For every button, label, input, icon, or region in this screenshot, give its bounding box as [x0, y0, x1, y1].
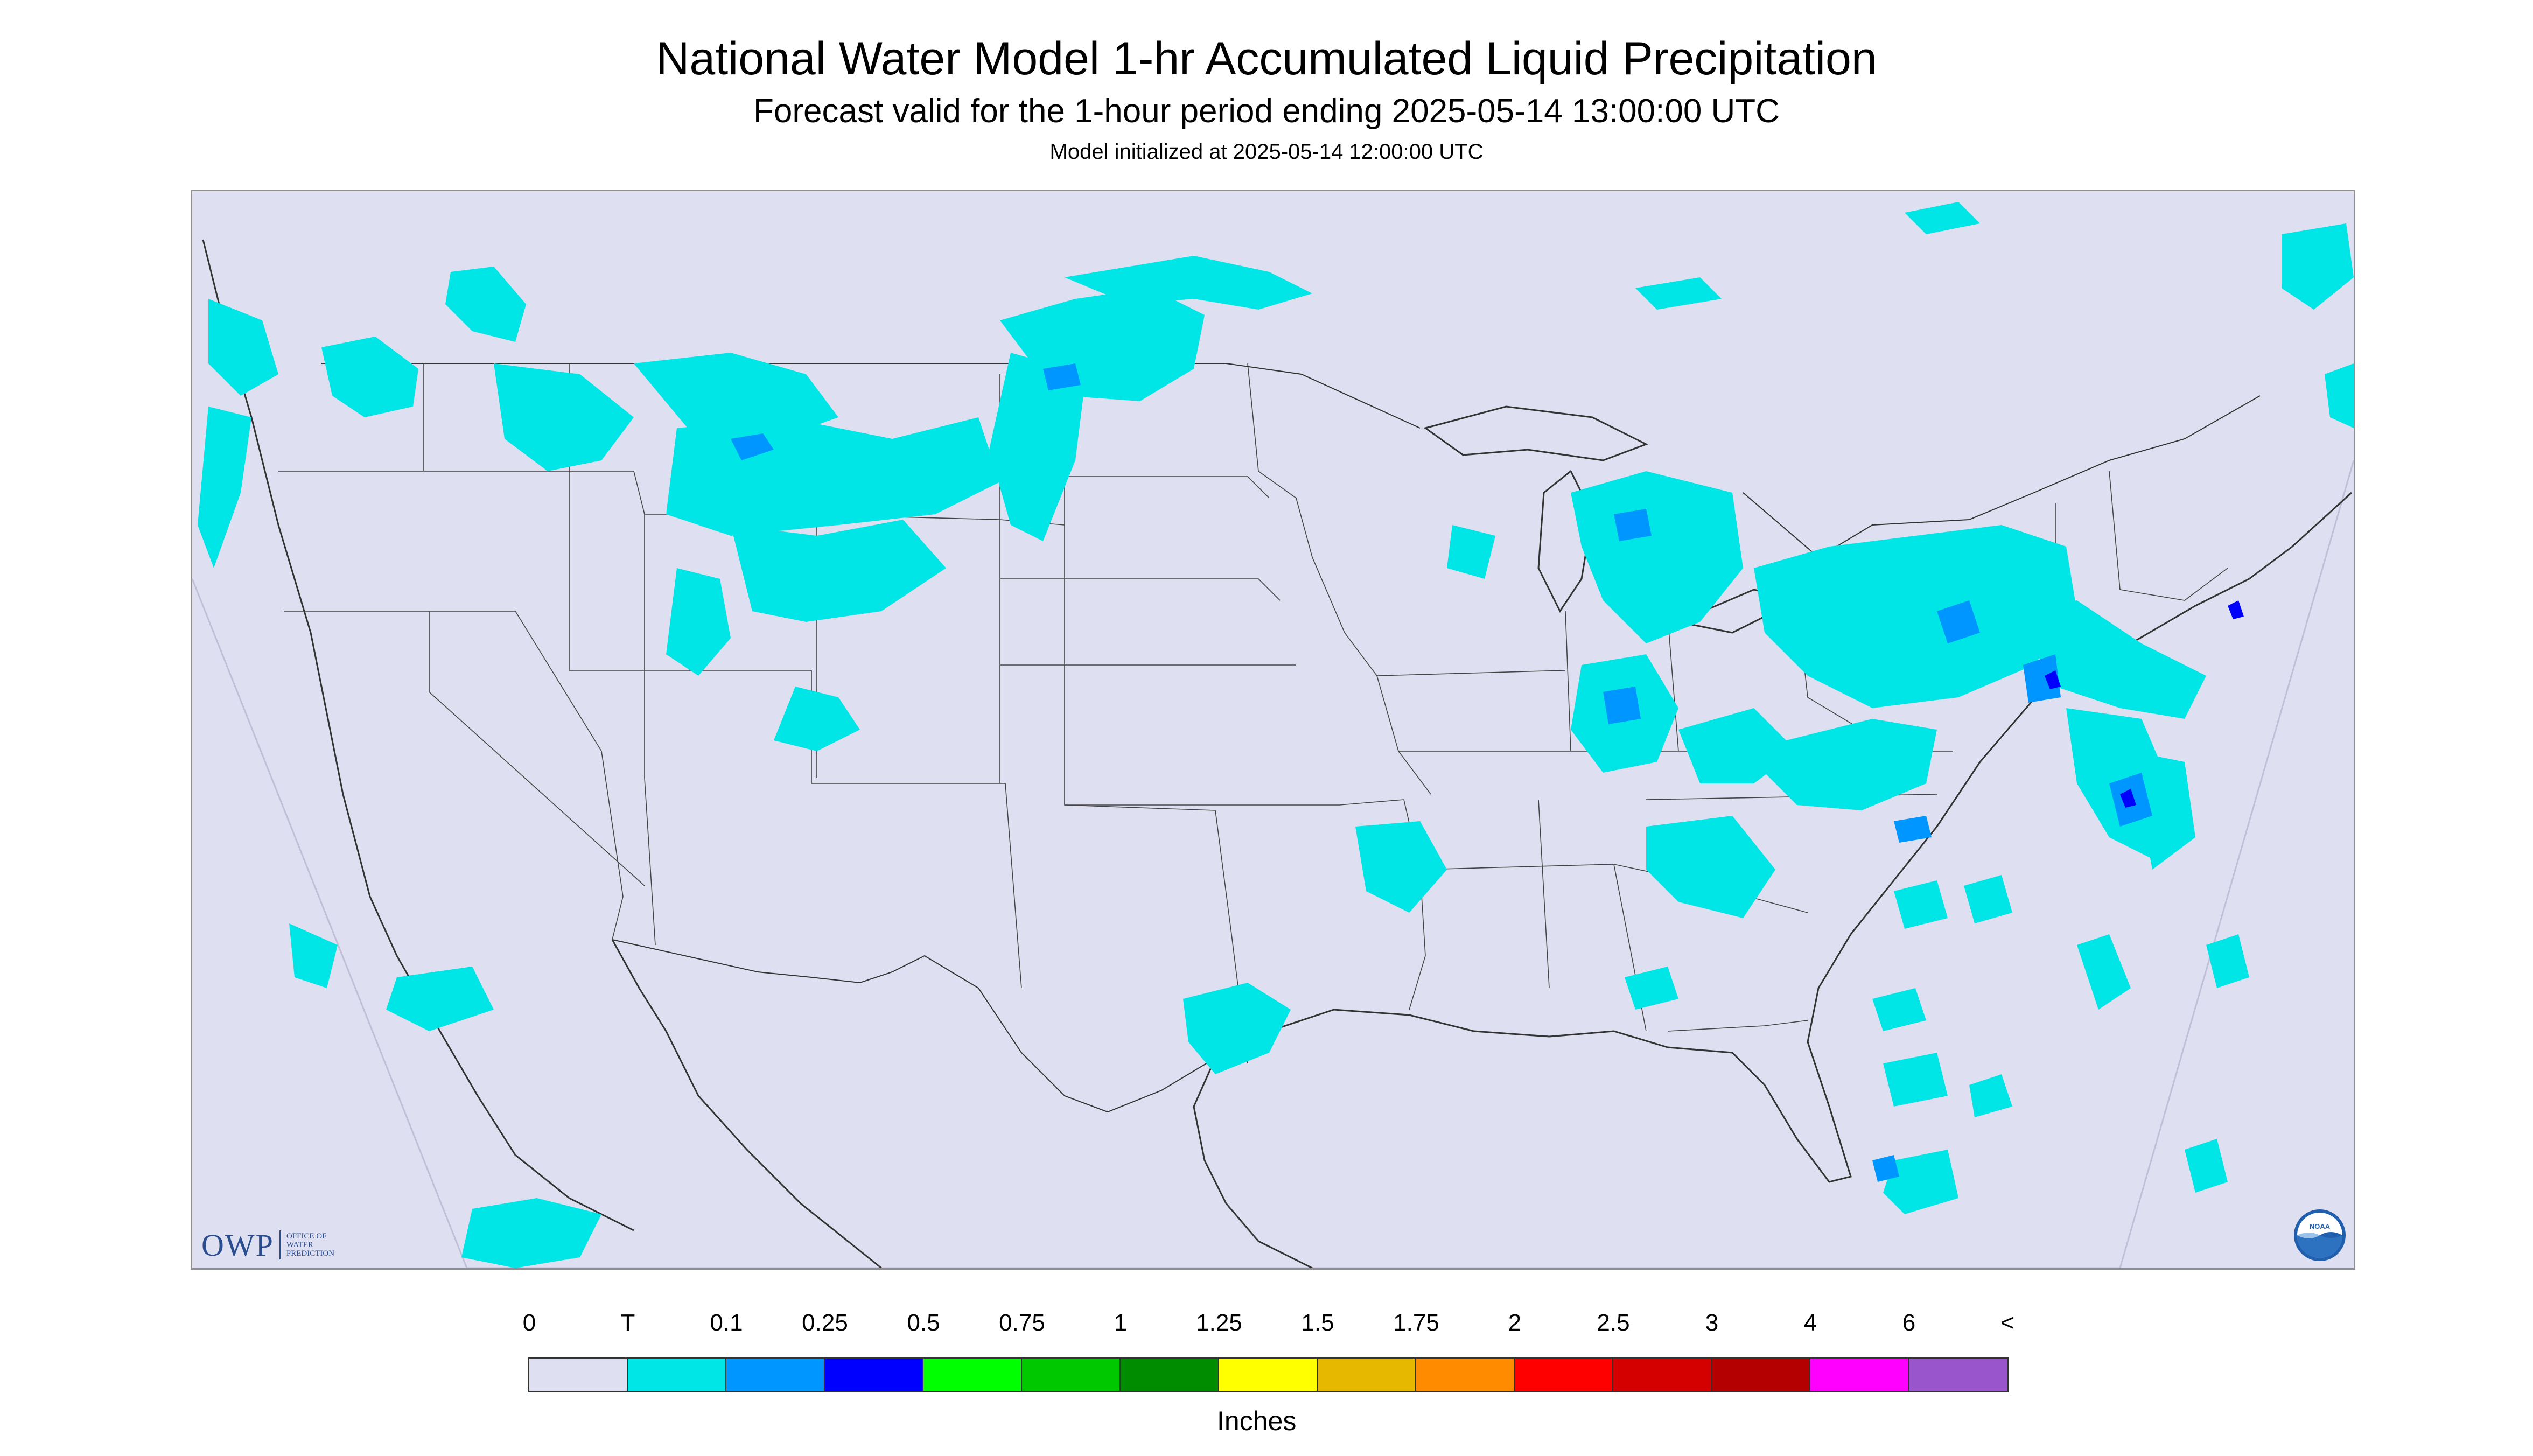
legend-swatch	[1515, 1359, 1613, 1391]
legend-swatch	[1022, 1359, 1121, 1391]
mexico-west-coast	[611, 939, 882, 1268]
state-line	[284, 611, 624, 940]
legend-tick-label: T	[620, 1310, 635, 1336]
legend-swatch	[628, 1359, 726, 1391]
legend-tick-labels: 0 T 0.1 0.25 0.5 0.75 1 1.25 1.5 1.75 2 2.5 3 4 6 <	[523, 1310, 2025, 1336]
legend-swatch	[923, 1359, 1022, 1391]
legend-tick-label: 1.75	[1393, 1310, 1439, 1336]
state-line	[1538, 799, 1550, 989]
legend-unit-label: Inches	[1217, 1406, 1297, 1436]
state-line	[644, 514, 656, 946]
legend-swatch	[1416, 1359, 1515, 1391]
legend-tick-label: 2.5	[1597, 1310, 1630, 1336]
legend-tick-label: 0.1	[710, 1310, 743, 1336]
state-line	[1376, 670, 1566, 676]
legend-swatch	[825, 1359, 923, 1391]
legend-tick-label: 3	[1705, 1310, 1719, 1336]
map-title: National Water Model 1-hr Accumulated Li…	[656, 33, 1877, 85]
owp-logo-line-2: WATER	[286, 1241, 313, 1249]
model-init-time: Model initialized at 2025-05-14 12:00:00…	[1049, 140, 1484, 164]
owp-logo: OWP OFFICE OF WATER PREDICTION	[201, 1227, 334, 1263]
legend-tick-label: 1.25	[1196, 1310, 1242, 1336]
legend-swatch	[1318, 1359, 1416, 1391]
legend-swatch	[529, 1359, 628, 1391]
state-line	[2109, 471, 2121, 590]
precip-heavy	[2045, 600, 2244, 808]
legend-swatch	[1810, 1359, 1909, 1391]
owp-logo-divider	[279, 1230, 281, 1259]
map-background	[192, 191, 2354, 1268]
legend-tick-label: 0.75	[999, 1310, 1045, 1336]
map-canvas	[192, 191, 2354, 1268]
legend-color-bar	[528, 1357, 2009, 1392]
state-line	[1000, 476, 1270, 499]
us-canada-border-west	[321, 363, 1421, 429]
legend-swatch	[1712, 1359, 1810, 1391]
legend-swatch	[1121, 1359, 1219, 1391]
legend-swatch	[726, 1359, 825, 1391]
owp-logo-line-1: OFFICE OF	[286, 1232, 327, 1241]
legend-tick-label: 0	[522, 1310, 536, 1336]
state-line	[1247, 363, 1431, 795]
state-line	[1000, 578, 1281, 601]
state-line	[1565, 611, 1571, 752]
noaa-logo-text: NOAA	[2310, 1222, 2331, 1230]
owp-logo-abbrev: OWP	[201, 1227, 274, 1263]
state-line	[1065, 799, 1404, 806]
legend-tick-label: 1.5	[1301, 1310, 1334, 1336]
legend-tick-label: 4	[1803, 1310, 1817, 1336]
state-line	[1667, 616, 1679, 752]
legend-tick-label: 2	[1508, 1310, 1522, 1336]
legend-tick-label: 6	[1902, 1310, 1916, 1336]
legend-tick-label: 1	[1114, 1310, 1128, 1336]
legend-swatch	[1219, 1359, 1318, 1391]
precipitation-map	[191, 190, 2355, 1270]
noaa-logo-icon: NOAA	[2294, 1209, 2346, 1261]
state-line	[429, 611, 645, 886]
precip-trace	[198, 202, 2354, 1268]
mexico-gulf-coast	[1193, 1058, 1313, 1268]
state-line	[2119, 568, 2228, 601]
precip-light	[731, 363, 2152, 1182]
state-line	[1667, 1020, 1808, 1032]
legend-swatch	[1909, 1359, 2007, 1391]
legend-tick-label: 0.5	[907, 1310, 940, 1336]
lake-superior	[1423, 405, 1648, 461]
us-mexico-border	[612, 939, 1216, 1113]
legend-tick-label: 0.25	[802, 1310, 848, 1336]
map-subtitle: Forecast valid for the 1-hour period end…	[753, 93, 1780, 130]
owp-logo-name: OFFICE OF WATER PREDICTION	[286, 1232, 334, 1258]
projection-boundary	[192, 460, 2354, 1268]
owp-logo-line-3: PREDICTION	[286, 1249, 335, 1258]
legend-tick-label: <	[2000, 1310, 2014, 1336]
legend-swatch	[1613, 1359, 1712, 1391]
